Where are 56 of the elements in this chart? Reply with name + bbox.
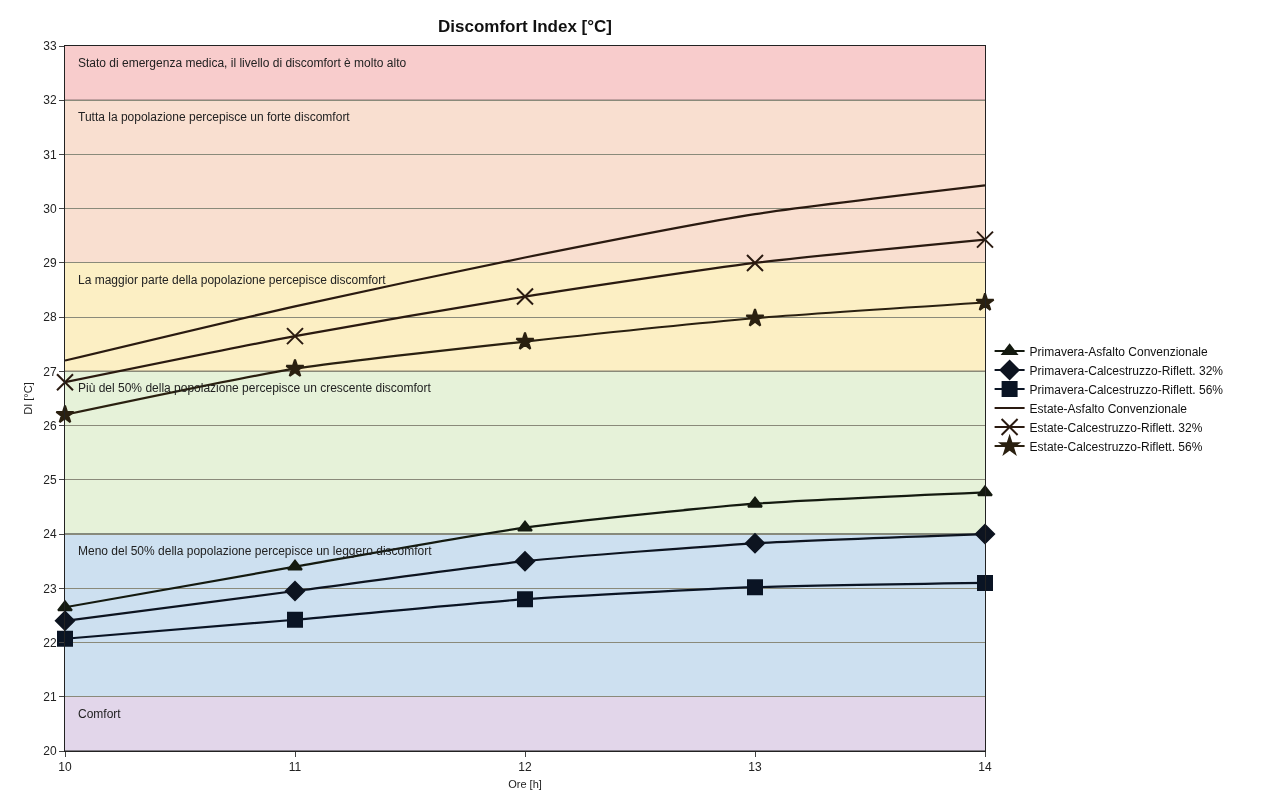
x-tick-label: 11 bbox=[288, 760, 302, 775]
x-tick-label: 14 bbox=[978, 760, 992, 775]
point bbox=[284, 580, 306, 602]
band-label: Meno del 50% della popolazione percepisce un leggero discomfort bbox=[78, 544, 433, 558]
point bbox=[287, 559, 303, 571]
legend-label: Primavera-Calcestruzzo-Riflett. 56% bbox=[1029, 382, 1224, 397]
x-tick-label: 10 bbox=[58, 760, 72, 775]
y-tick-label: 20 bbox=[43, 744, 57, 759]
point bbox=[517, 591, 533, 608]
y-tick-label: 32 bbox=[43, 93, 57, 108]
x-axis-title: Ore [h] bbox=[508, 777, 542, 790]
y-tick-label: 22 bbox=[43, 635, 57, 650]
band-label: Stato di emergenza medica, il livello di discomfort è molto alto bbox=[78, 56, 407, 70]
band-label: La maggior parte della popolazione percepisce discomfort bbox=[78, 273, 387, 287]
y-tick-label: 26 bbox=[43, 418, 57, 433]
point bbox=[514, 551, 536, 572]
y-tick-label: 25 bbox=[43, 473, 57, 488]
legend-label: Estate-Asfalto Convenzionale bbox=[1029, 401, 1188, 416]
y-tick-label: 28 bbox=[43, 310, 57, 325]
y-tick-label: 29 bbox=[43, 256, 57, 271]
y-tick-label: 24 bbox=[43, 527, 57, 542]
point bbox=[517, 520, 533, 532]
point bbox=[56, 373, 74, 392]
point bbox=[285, 358, 305, 378]
point bbox=[746, 253, 764, 272]
point bbox=[747, 579, 763, 596]
y-tick-label: 23 bbox=[43, 581, 57, 596]
y-tick-label: 30 bbox=[43, 201, 57, 216]
band-label: Tutta la popolazione percepisce un forte discomfort bbox=[78, 110, 351, 124]
point bbox=[516, 287, 534, 306]
band-label: Comfort bbox=[78, 707, 122, 721]
point bbox=[977, 574, 993, 591]
point bbox=[54, 610, 76, 631]
point bbox=[286, 327, 304, 346]
y-axis-title: DI [°C] bbox=[21, 382, 34, 415]
y-tick-label: 31 bbox=[43, 147, 57, 162]
y-tick-label: 27 bbox=[43, 364, 57, 379]
legend-label: Estate-Calcestruzzo-Riflett. 56% bbox=[1029, 439, 1203, 454]
point bbox=[974, 523, 996, 545]
chart-title: Discomfort Index [°C] bbox=[438, 16, 612, 36]
line-series bbox=[65, 184, 985, 362]
legend-label: Estate-Calcestruzzo-Riflett. 32% bbox=[1029, 420, 1203, 435]
point bbox=[57, 630, 73, 647]
legend-label: Primavera-Calcestruzzo-Riflett. 32% bbox=[1029, 363, 1224, 378]
point bbox=[976, 230, 994, 249]
point bbox=[287, 611, 303, 628]
point bbox=[55, 404, 75, 424]
point bbox=[515, 331, 535, 350]
x-tick-label: 12 bbox=[518, 760, 532, 775]
legend-label: Primavera-Asfalto Convenzionale bbox=[1029, 344, 1209, 359]
point bbox=[744, 533, 766, 554]
point bbox=[745, 308, 765, 327]
y-tick-label: 21 bbox=[43, 689, 57, 704]
y-tick-label: 33 bbox=[43, 39, 57, 54]
point bbox=[747, 496, 763, 508]
x-tick-label: 13 bbox=[748, 760, 762, 775]
